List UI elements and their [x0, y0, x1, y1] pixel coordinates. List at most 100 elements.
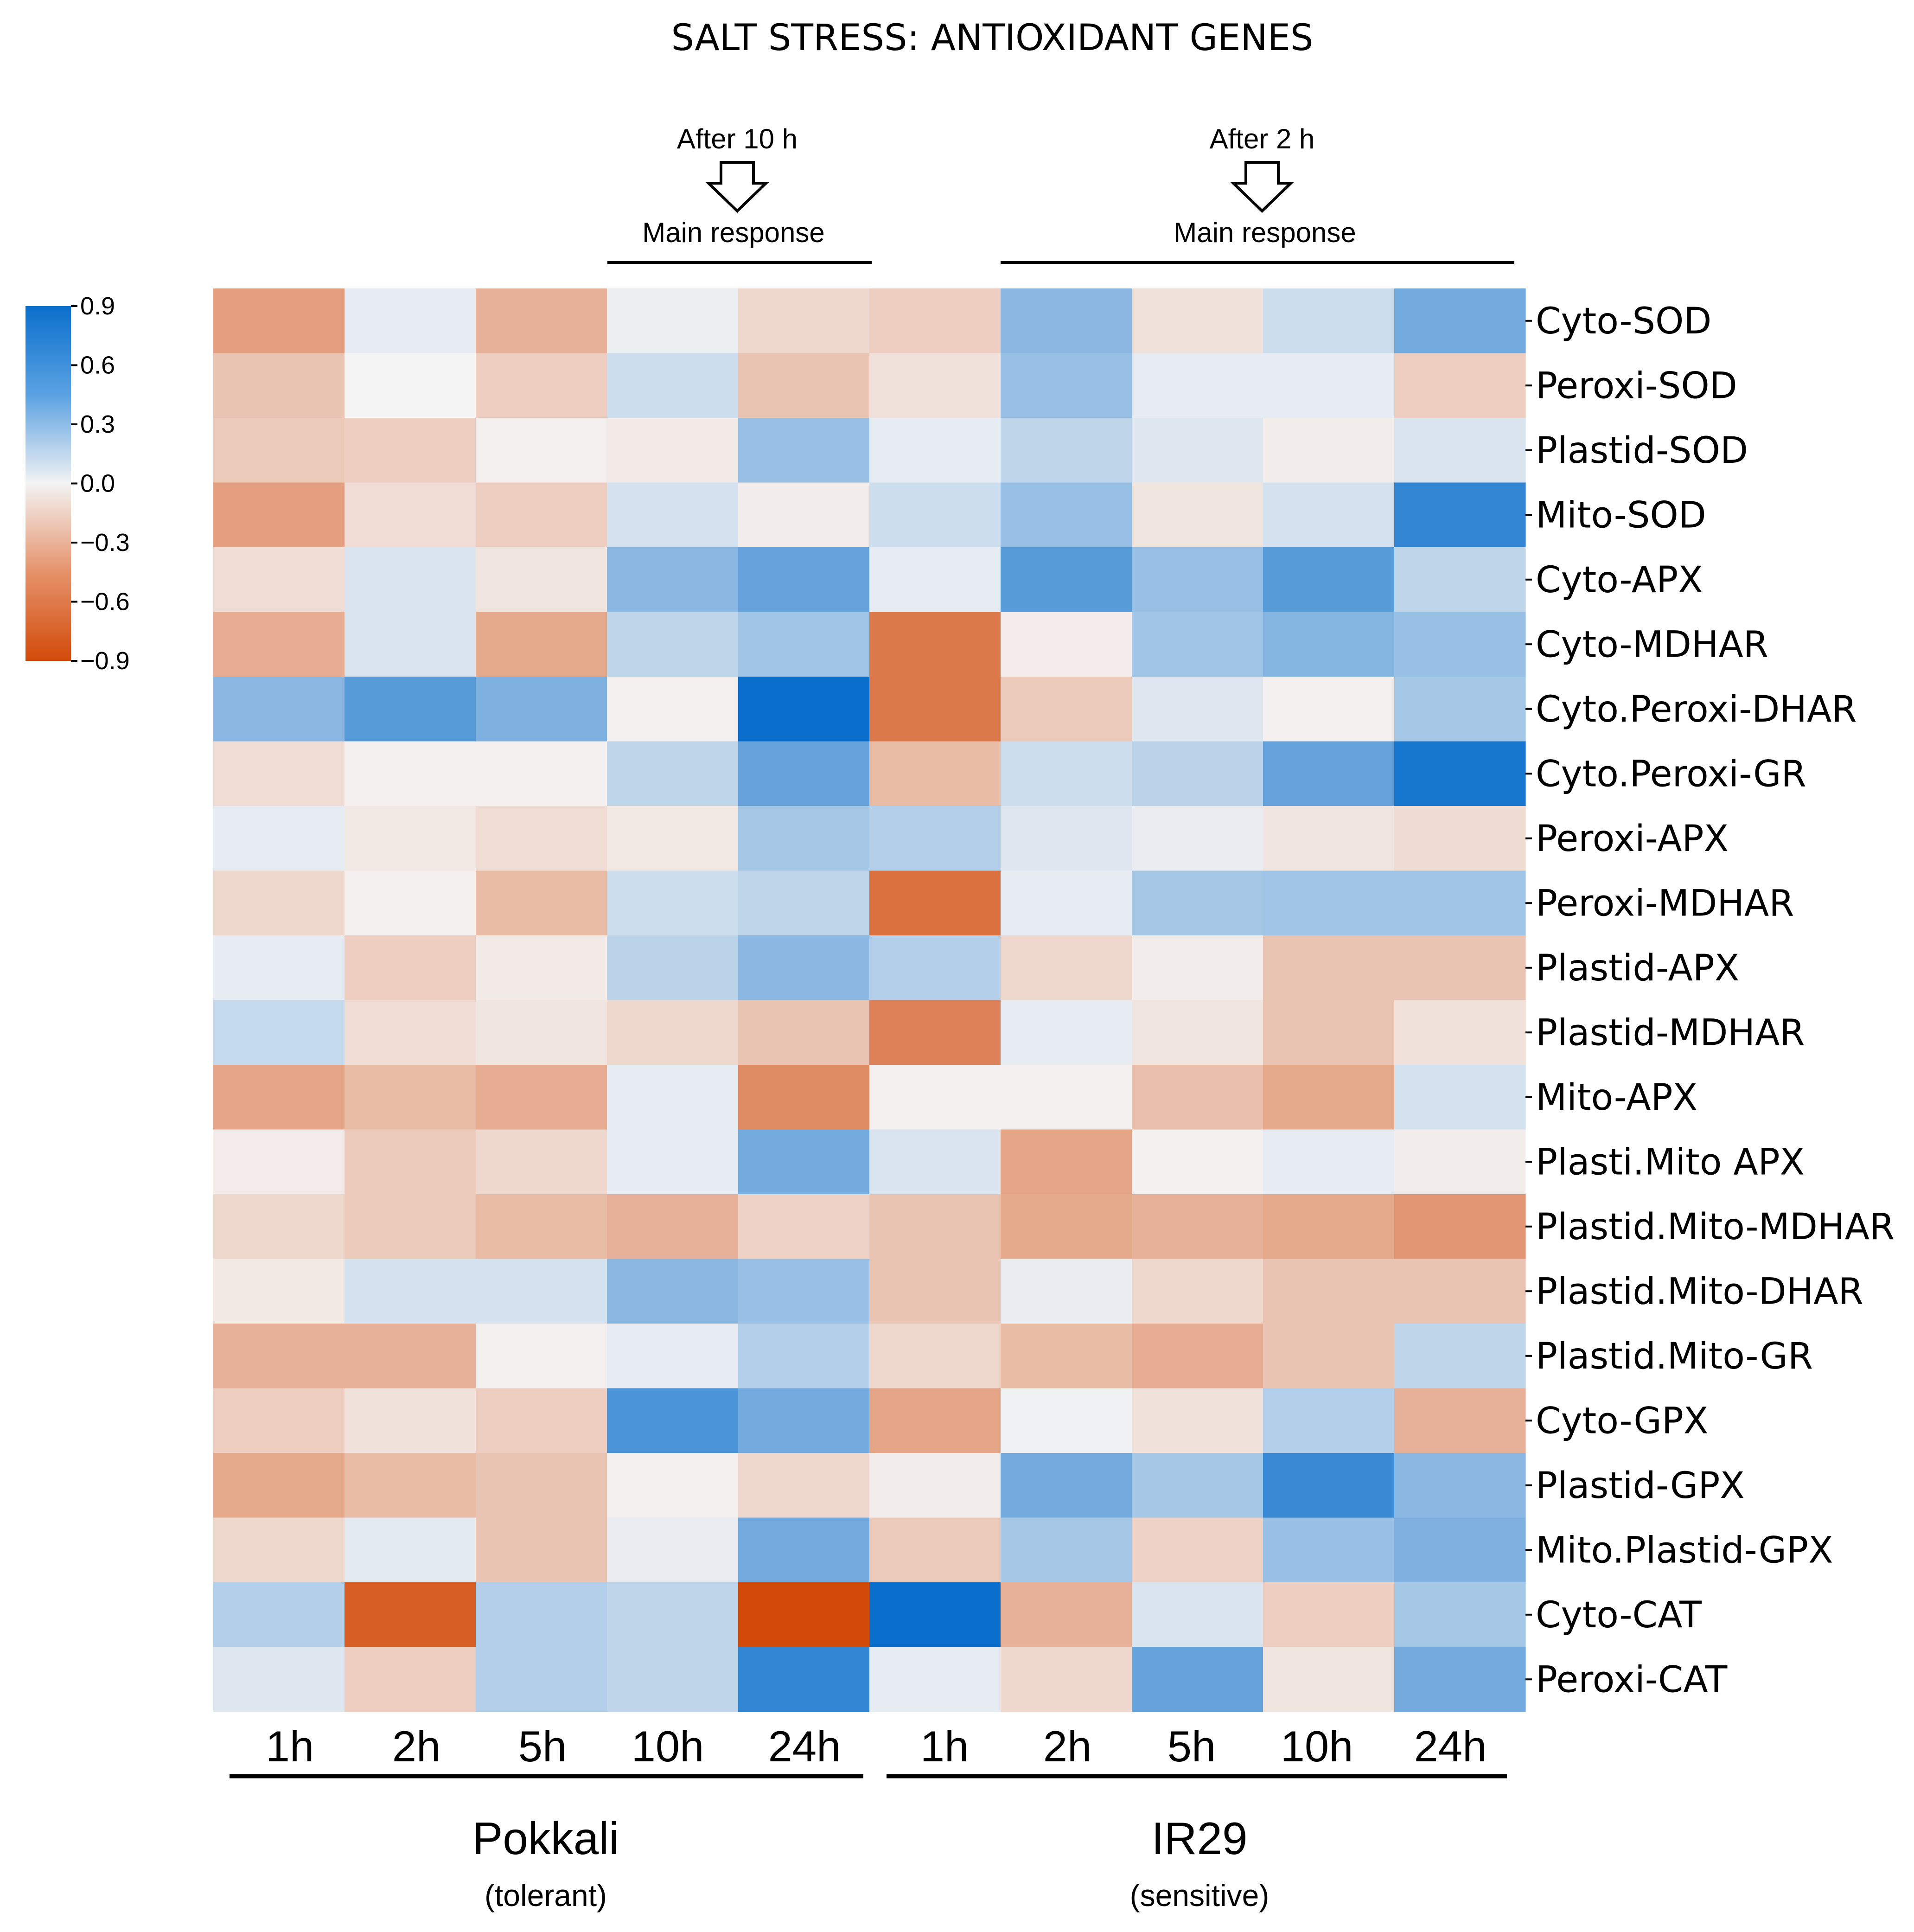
heatmap-cell	[607, 1582, 739, 1648]
heatmap-cell	[476, 1647, 607, 1712]
annotation-pokkali-sublabel: Main response	[642, 217, 825, 248]
heatmap-cells	[213, 288, 1526, 1712]
heatmap-cell	[1132, 1647, 1263, 1712]
heatmap-cell	[1001, 806, 1132, 871]
heatmap-cell	[1263, 806, 1395, 871]
heatmap-cell	[1001, 1453, 1132, 1518]
heatmap-cell	[476, 547, 607, 613]
heatmap-cell	[1394, 1324, 1526, 1389]
heatmap-cell	[1132, 806, 1263, 871]
heatmap-cell	[869, 1065, 1001, 1130]
heatmap-cell	[213, 418, 345, 483]
column-label: 2h	[1043, 1722, 1092, 1771]
heatmap-cell	[1132, 1194, 1263, 1260]
heatmap-cell	[1001, 935, 1132, 1001]
colorbar-ticks: 0.9 0.6 0.3 0.0 −0.3 −0.6 −0.9	[71, 292, 130, 675]
heatmap-cell	[1132, 741, 1263, 806]
heatmap-cell	[345, 612, 476, 677]
heatmap-cell	[1263, 482, 1395, 548]
heatmap-cell	[1263, 1259, 1395, 1324]
heatmap-cell	[1263, 1324, 1395, 1389]
heatmap-cell	[1132, 482, 1263, 548]
row-label: Mito-SOD	[1536, 494, 1706, 536]
colorbar-tick-label: 0.3	[80, 410, 115, 438]
heatmap-cell	[869, 288, 1001, 354]
heatmap-cell	[1001, 1388, 1132, 1453]
heatmap-cell	[476, 288, 607, 354]
heatmap-cell	[476, 1324, 607, 1389]
row-label: Cyto-APX	[1536, 559, 1703, 601]
heatmap-cell	[1394, 612, 1526, 677]
heatmap-cell	[1001, 547, 1132, 613]
heatmap-cell	[345, 677, 476, 742]
heatmap-cell	[213, 1259, 345, 1324]
heatmap-cell	[1132, 677, 1263, 742]
heatmap-cell	[607, 418, 739, 483]
column-labels: 1h 2h 5h 10h 24h 1h 2h 5h 10h 24h	[266, 1722, 1487, 1771]
colorbar-tick-label: 0.0	[80, 470, 115, 498]
heatmap-cell	[345, 1582, 476, 1648]
heatmap-cell	[869, 1194, 1001, 1260]
heatmap-cell	[1263, 612, 1395, 677]
column-label: 24h	[768, 1722, 841, 1771]
heatmap-cell	[213, 1647, 345, 1712]
heatmap-cell	[1263, 1388, 1395, 1453]
heatmap-cell	[1132, 1453, 1263, 1518]
row-label: Mito-APX	[1536, 1077, 1697, 1119]
heatmap-cell	[1132, 1324, 1263, 1389]
heatmap-cell	[1263, 870, 1395, 936]
heatmap-cell	[1394, 1129, 1526, 1195]
heatmap-cell	[1394, 1065, 1526, 1130]
heatmap-cell	[1001, 1194, 1132, 1260]
heatmap-cell	[869, 806, 1001, 871]
heatmap-cell	[1394, 353, 1526, 418]
heatmap-cell	[738, 677, 870, 742]
row-label: Plastid.Mito-GR	[1536, 1336, 1813, 1377]
heatmap-cell	[1263, 1129, 1395, 1195]
heatmap-cell	[1001, 1065, 1132, 1130]
heatmap-cell	[213, 741, 345, 806]
colorbar-tick-label: −0.9	[80, 647, 130, 675]
heatmap-cell	[213, 482, 345, 548]
heatmap-cell	[1132, 1065, 1263, 1130]
row-label: Plastid-MDHAR	[1536, 1012, 1805, 1054]
heatmap-cell	[1001, 1647, 1132, 1712]
heatmap-cell	[345, 870, 476, 936]
heatmap-cell	[1132, 547, 1263, 613]
heatmap-cell	[345, 418, 476, 483]
heatmap-cell	[213, 1324, 345, 1389]
heatmap-cell	[213, 1453, 345, 1518]
row-label: Cyto-SOD	[1536, 301, 1712, 342]
heatmap-cell	[345, 288, 476, 354]
heatmap-cell	[607, 547, 739, 613]
colorbar: 0.9 0.6 0.3 0.0 −0.3 −0.6 −0.9	[26, 292, 130, 675]
heatmap-cell	[869, 612, 1001, 677]
heatmap-cell	[1001, 870, 1132, 936]
heatmap-cell	[738, 1453, 870, 1518]
group-note: (tolerant)	[485, 1878, 607, 1913]
heatmap-cell	[1394, 1388, 1526, 1453]
heatmap-cell	[345, 1129, 476, 1195]
heatmap-cell	[1132, 1517, 1263, 1583]
heatmap-cell	[1001, 612, 1132, 677]
group-name: Pokkali	[472, 1813, 619, 1864]
heatmap-cell	[1394, 1517, 1526, 1583]
colorbar-tick-label: 0.9	[80, 292, 115, 320]
heatmap-cell	[738, 1388, 870, 1453]
heatmap-cell	[476, 1582, 607, 1648]
heatmap-cell	[213, 935, 345, 1001]
annotation-ir29: After 2 h Main response	[1001, 123, 1514, 264]
heatmap-cell	[607, 1065, 739, 1130]
heatmap-cell	[1132, 1129, 1263, 1195]
heatmap-cell	[738, 1582, 870, 1648]
heatmap-cell	[345, 1194, 476, 1260]
heatmap-cell	[345, 806, 476, 871]
heatmap-cell	[476, 1388, 607, 1453]
column-label: 10h	[632, 1722, 704, 1771]
column-label: 1h	[266, 1722, 314, 1771]
heatmap-cell	[213, 547, 345, 613]
heatmap-cell	[345, 1259, 476, 1324]
column-groups: Pokkali (tolerant) IR29 (sensitive)	[230, 1774, 1507, 1913]
heatmap-cell	[1263, 741, 1395, 806]
heatmap-cell	[869, 741, 1001, 806]
